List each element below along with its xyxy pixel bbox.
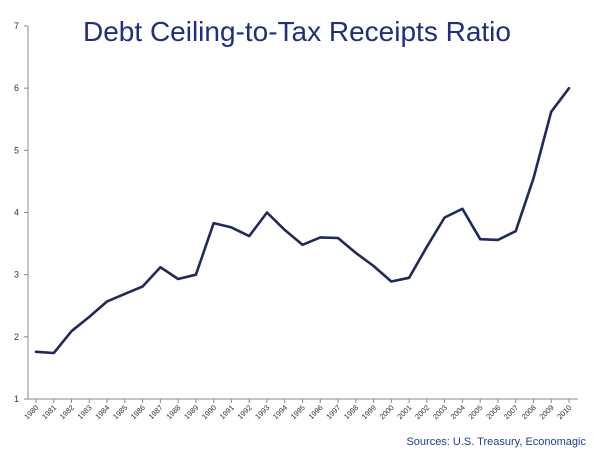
x-tick-label: 2003 [431, 403, 449, 421]
x-tick-label: 1987 [147, 403, 165, 421]
x-tick-label: 2000 [378, 403, 396, 421]
y-tick-label: 1 [14, 394, 19, 404]
source-note: Sources: U.S. Treasury, Economagic [406, 436, 586, 448]
x-tick-label: 1996 [307, 403, 325, 421]
x-tick-label: 1990 [200, 403, 218, 421]
plot-area [34, 86, 571, 355]
x-tick-label: 2002 [413, 403, 431, 421]
x-tick-label: 2008 [520, 403, 538, 421]
y-tick-label: 6 [14, 83, 19, 93]
x-tick-label: 1995 [289, 403, 307, 421]
x-tick-label: 2006 [484, 403, 502, 421]
x-tick-label: 1991 [218, 403, 236, 421]
series-line [34, 86, 571, 355]
x-tick-label: 1986 [129, 403, 147, 421]
x-tick-label: 1988 [164, 403, 182, 421]
x-tick-label: 1994 [271, 403, 289, 421]
x-tick-label: 2007 [502, 403, 520, 421]
x-tick-label: 2001 [395, 403, 413, 421]
y-tick-label: 5 [14, 145, 19, 155]
x-tick-label: 1984 [93, 403, 111, 421]
x-tick-label: 1999 [360, 403, 378, 421]
x-tick-label: 1993 [253, 403, 271, 421]
x-tick-label: 2004 [449, 403, 467, 421]
y-tick-label: 2 [14, 332, 19, 342]
x-tick-label: 1982 [58, 403, 76, 421]
y-tick-label: 3 [14, 270, 19, 280]
x-axis: 1980 1981 1982 1983 1984 1985 1986 1987 1988 1989… [22, 398, 578, 421]
x-tick-label: 2005 [466, 403, 484, 421]
x-tick-label: 1983 [76, 403, 94, 421]
y-tick-label: 4 [14, 208, 19, 218]
y-tick-label: 7 [14, 21, 19, 31]
x-tick-label: 1989 [182, 403, 200, 421]
y-axis: 1 2 3 4 5 6 7 [14, 21, 29, 404]
x-tick-label: 1985 [111, 403, 129, 421]
x-tick-label: 2009 [537, 403, 555, 421]
x-tick-label: 1998 [342, 403, 360, 421]
x-tick-label: 2010 [555, 403, 573, 421]
x-tick-label: 1980 [22, 403, 40, 421]
x-tick-label: 1981 [40, 403, 58, 421]
x-tick-label: 1992 [235, 403, 253, 421]
x-tick-label: 1997 [324, 403, 342, 421]
chart-title: Debt Ceiling-to-Tax Receipts Ratio [83, 16, 511, 47]
